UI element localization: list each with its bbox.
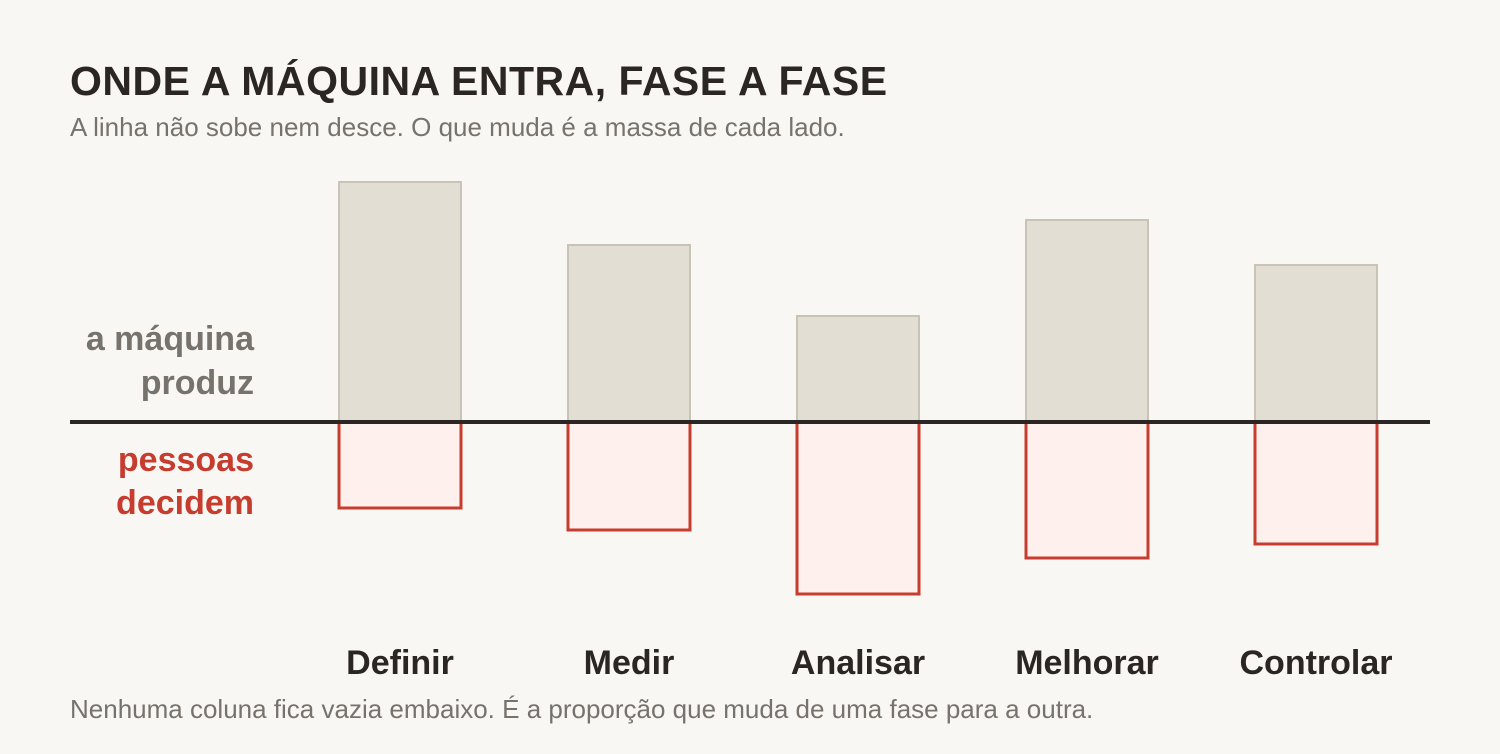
category-label: Medir: [584, 644, 675, 682]
machine-bar-melhorar: [1025, 219, 1149, 423]
people-bar-definir: [337, 420, 463, 510]
chart-footnote: Nenhuma coluna fica vazia embaixo. É a p…: [70, 694, 1094, 724]
category-label: Analisar: [791, 644, 925, 682]
chart-title: ONDE A MÁQUINA ENTRA, FASE A FASE: [70, 58, 888, 104]
people-side-label: decidem: [116, 484, 254, 522]
people-bar-controlar: [1253, 420, 1379, 546]
people-side-label: pessoas: [118, 441, 254, 479]
category-label: Definir: [346, 644, 454, 682]
people-bar-melhorar: [1024, 420, 1150, 560]
people-bar-medir: [566, 420, 692, 532]
category-label: Melhorar: [1015, 644, 1159, 682]
machine-bar-analisar: [796, 315, 920, 423]
people-bars: [337, 420, 1379, 596]
category-labels: Definir Medir Analisar Melhorar Controlar: [346, 644, 1392, 682]
machine-bar-controlar: [1254, 264, 1378, 423]
side-labels: a máquina produz pessoas decidem: [86, 320, 255, 522]
machine-bars: [338, 181, 1378, 423]
people-bar-analisar: [795, 420, 921, 596]
machine-side-label: produz: [141, 364, 254, 402]
category-label: Controlar: [1240, 644, 1393, 682]
machine-bar-definir: [338, 181, 462, 423]
machine-side-label: a máquina: [86, 320, 255, 358]
chart-subtitle: A linha não sobe nem desce. O que muda é…: [70, 112, 845, 142]
machine-bar-medir: [567, 244, 691, 423]
